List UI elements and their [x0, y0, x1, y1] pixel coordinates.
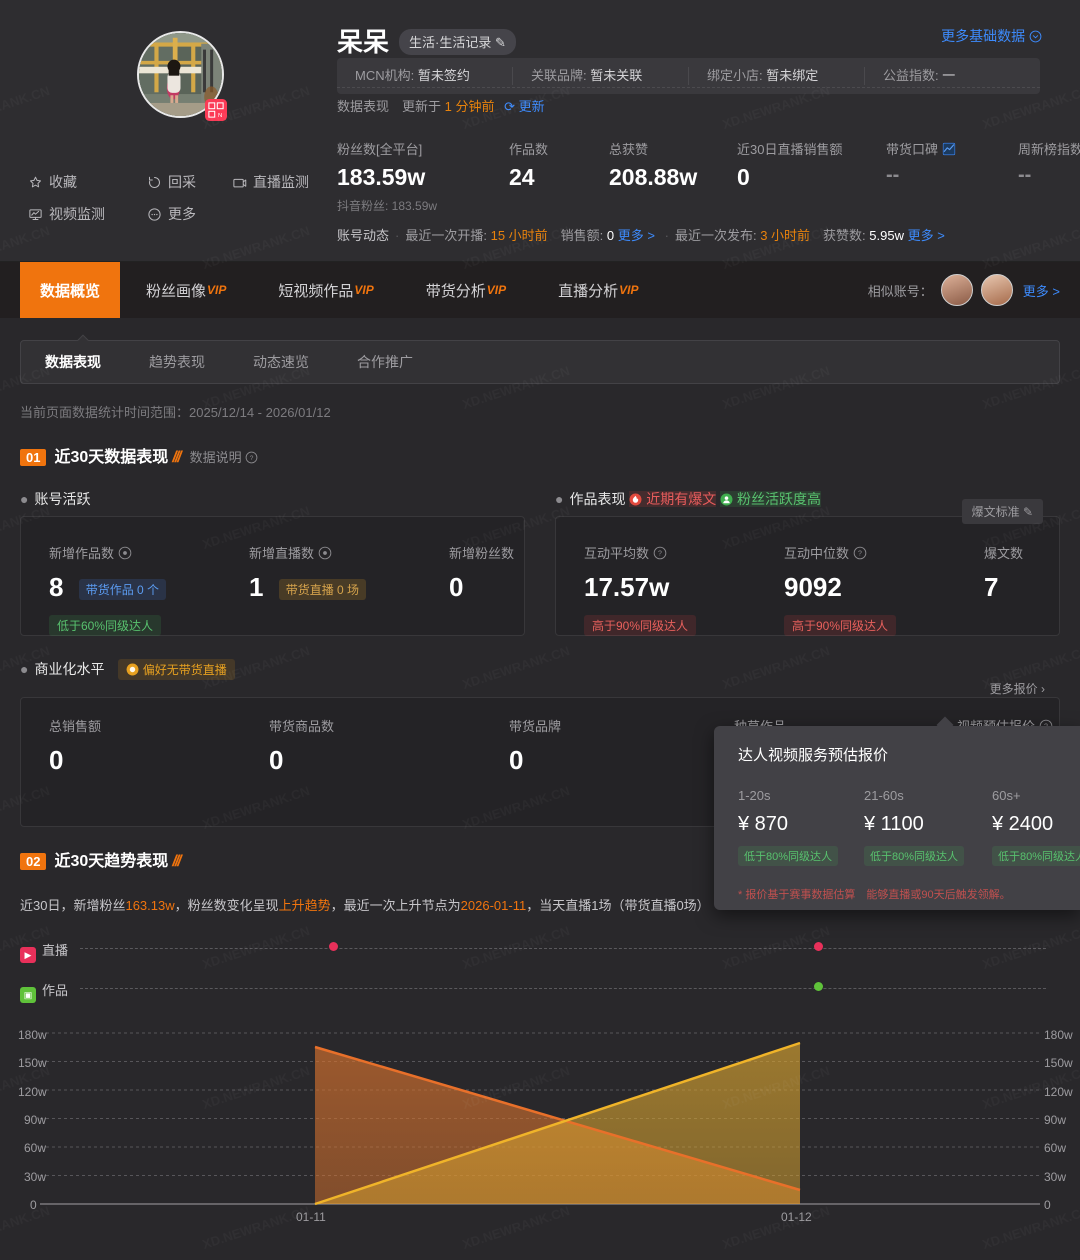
svg-text:N: N: [218, 113, 222, 119]
svg-text:?: ?: [250, 455, 254, 462]
svg-text:?: ?: [858, 551, 862, 558]
svg-text:?: ?: [658, 551, 662, 558]
